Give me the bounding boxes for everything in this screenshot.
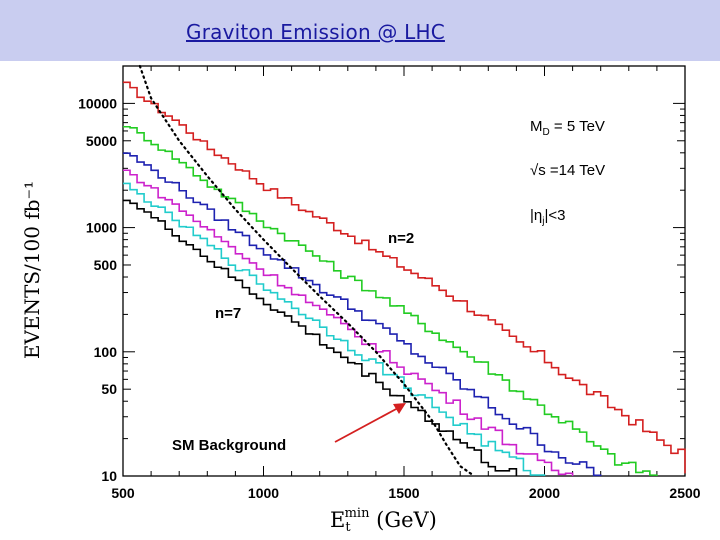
y-tick-label: 500: [94, 257, 118, 273]
title-bar: [0, 0, 720, 61]
sm-background-label: SM Background: [172, 437, 287, 454]
eta-annotation: |ηj|<3: [530, 207, 565, 227]
y-tick-label: 10000: [78, 95, 117, 111]
x-axis-label: Etmin (GeV): [330, 506, 437, 535]
y-tick-label: 100: [94, 344, 118, 360]
x-tick-label: 2000: [529, 485, 560, 501]
x-tick-label: 1000: [248, 485, 279, 501]
eta-value: |<3: [544, 207, 566, 224]
x-axis-label-unit: (GeV): [376, 508, 437, 532]
md-annotation: MD = 5 TeV: [530, 118, 605, 138]
x-tick-label: 1500: [388, 485, 419, 501]
md-text: M: [530, 118, 543, 135]
n2-label: n=2: [388, 230, 415, 247]
md-value: = 5 TeV: [549, 118, 605, 135]
x-tick-label: 500: [111, 485, 135, 501]
series-line: [123, 125, 658, 476]
y-tick-label: 1000: [86, 220, 117, 236]
x-axis-label-sub: t: [345, 520, 351, 535]
x-tick-label: 2500: [669, 485, 700, 501]
md-sub: D: [542, 127, 550, 138]
y-tick-label: 10: [101, 468, 117, 484]
eta-sub: j: [542, 216, 545, 227]
sm-background-line: [138, 64, 476, 478]
sm-arrow-shaft: [334, 407, 399, 443]
series-line: [123, 199, 518, 476]
eta-text: |η: [530, 207, 543, 224]
series-line: [123, 182, 546, 476]
x-axis-label-sup: min: [344, 506, 370, 521]
x-axis-label-main: E: [330, 508, 346, 532]
sm-arrow-head: [393, 403, 406, 414]
sqrts-annotation: √s =14 TeV: [530, 162, 606, 179]
series-line: [123, 152, 602, 477]
series-line: [123, 81, 686, 474]
n7-label: n=7: [215, 305, 242, 322]
y-tick-label: 50: [101, 381, 117, 397]
y-axis-label: EVENTS/100 fb⁻¹: [20, 180, 44, 360]
slide-title: Graviton Emission @ LHC: [186, 20, 445, 44]
series-line: [123, 169, 574, 476]
y-tick-label: 5000: [86, 133, 117, 149]
